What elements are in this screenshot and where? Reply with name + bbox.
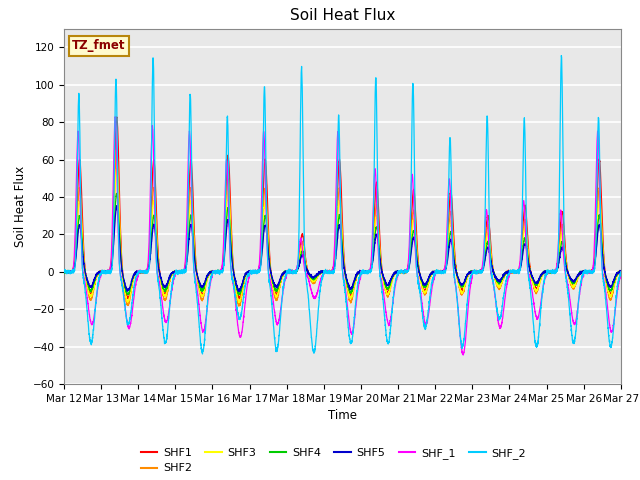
SHF_2: [467, 273, 475, 279]
SHF4: [322, 268, 330, 274]
Line: SHF1: SHF1: [64, 117, 621, 299]
SHF5: [161, 284, 168, 290]
SHF4: [617, 269, 625, 275]
SHF_1: [161, 314, 168, 320]
SHF1: [161, 291, 168, 297]
SHF1: [468, 268, 476, 274]
SHF5: [322, 269, 330, 275]
SHF1: [436, 270, 444, 276]
Text: TZ_fmet: TZ_fmet: [72, 39, 126, 52]
SHF_1: [617, 269, 625, 275]
SHF2: [113, 147, 120, 153]
SHF5: [113, 203, 120, 209]
Line: SHF3: SHF3: [64, 169, 621, 303]
Y-axis label: Soil Heat Flux: Soil Heat Flux: [14, 166, 27, 247]
SHF3: [113, 166, 120, 172]
SHF3: [499, 276, 507, 282]
SHF4: [113, 191, 121, 196]
SHF_1: [322, 269, 330, 275]
SHF1: [113, 114, 120, 120]
SHF5: [616, 269, 624, 275]
SHF1: [617, 269, 625, 275]
SHF4: [161, 287, 168, 293]
SHF4: [616, 268, 624, 274]
SHF_1: [111, 114, 119, 120]
SHF5: [468, 270, 476, 276]
SHF3: [436, 269, 444, 275]
SHF_2: [557, 53, 565, 59]
Line: SHF5: SHF5: [64, 206, 621, 291]
SHF5: [617, 269, 625, 275]
SHF3: [468, 269, 476, 275]
SHF_1: [60, 269, 68, 275]
SHF3: [616, 269, 624, 275]
SHF3: [60, 269, 68, 275]
SHF5: [436, 269, 444, 275]
Line: SHF2: SHF2: [64, 150, 621, 306]
SHF_1: [436, 269, 444, 275]
SHF3: [617, 269, 625, 275]
SHF_1: [468, 278, 476, 284]
SHF1: [499, 276, 507, 281]
Legend: SHF1, SHF2, SHF3, SHF4, SHF5, SHF_1, SHF_2: SHF1, SHF2, SHF3, SHF4, SHF5, SHF_1, SHF…: [136, 444, 530, 478]
SHF_2: [499, 299, 507, 304]
SHF2: [616, 268, 624, 274]
SHF2: [499, 277, 507, 283]
SHF2: [60, 269, 68, 275]
SHF_1: [616, 274, 624, 279]
SHF3: [161, 293, 168, 299]
SHF1: [322, 269, 330, 275]
SHF_2: [436, 269, 444, 275]
SHF4: [468, 269, 476, 275]
SHF4: [60, 268, 68, 274]
SHF2: [235, 303, 243, 309]
SHF_1: [460, 352, 467, 358]
SHF_2: [616, 271, 624, 277]
SHF2: [161, 297, 168, 303]
Line: SHF_1: SHF_1: [64, 117, 621, 355]
SHF2: [436, 268, 444, 274]
SHF3: [322, 269, 330, 275]
SHF4: [499, 272, 507, 278]
X-axis label: Time: Time: [328, 409, 357, 422]
SHF1: [60, 268, 68, 274]
Title: Soil Heat Flux: Soil Heat Flux: [290, 9, 395, 24]
SHF2: [322, 270, 330, 276]
SHF1: [616, 269, 624, 275]
SHF2: [468, 268, 476, 274]
SHF4: [436, 269, 444, 275]
SHF_2: [322, 270, 330, 276]
SHF_2: [160, 335, 168, 341]
SHF_1: [499, 312, 507, 318]
SHF_2: [617, 269, 625, 275]
SHF2: [617, 269, 625, 275]
SHF_2: [60, 267, 68, 273]
SHF5: [499, 272, 507, 278]
SHF4: [124, 292, 132, 298]
SHF5: [235, 288, 243, 294]
Line: SHF_2: SHF_2: [64, 56, 621, 354]
Line: SHF4: SHF4: [64, 193, 621, 295]
SHF1: [236, 296, 243, 302]
SHF3: [235, 300, 243, 306]
SHF5: [60, 269, 68, 275]
SHF_2: [198, 351, 206, 357]
